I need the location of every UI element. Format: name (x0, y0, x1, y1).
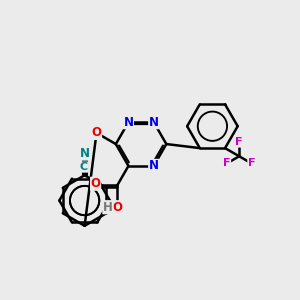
Text: N: N (149, 159, 159, 172)
Text: C: C (80, 162, 88, 172)
Text: N: N (80, 147, 90, 160)
Text: F: F (223, 158, 231, 168)
Text: N: N (149, 116, 159, 129)
Text: F: F (248, 158, 255, 168)
Text: F: F (236, 137, 243, 147)
Text: O: O (91, 177, 100, 190)
Text: H: H (103, 201, 113, 214)
Text: O: O (92, 126, 101, 140)
Text: N: N (124, 116, 134, 129)
Text: O: O (112, 201, 122, 214)
